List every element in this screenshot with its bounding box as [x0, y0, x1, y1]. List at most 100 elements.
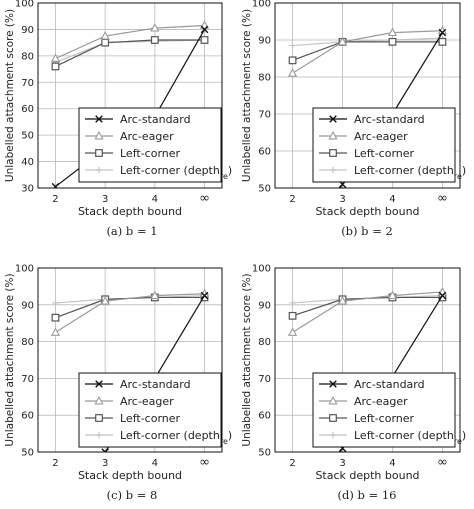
data-point	[200, 291, 209, 300]
data-point	[289, 259, 296, 266]
legend-marker	[328, 395, 338, 405]
data-point	[438, 28, 447, 37]
data-point	[101, 38, 110, 47]
series-line	[292, 37, 443, 47]
y-tick-label: 90	[21, 300, 34, 311]
legend-marker	[95, 414, 103, 422]
subfigure-caption: (d) b = 16	[338, 488, 397, 502]
data-point	[388, 37, 397, 46]
plot-frame	[274, 2, 461, 189]
data-point	[287, 68, 298, 77]
legend: Arc-standard Arc-eager Left-corner Left-cor…	[312, 372, 466, 448]
data-point	[50, 53, 61, 62]
y-tick-label: 70	[258, 374, 271, 385]
x-tick-label: 2	[289, 458, 295, 469]
data-point	[150, 290, 160, 300]
y-tick-label: 40	[21, 157, 34, 168]
y-tick-label: 100	[15, 264, 34, 275]
x-tick-label: 3	[339, 194, 345, 205]
y-tick-label: 60	[258, 147, 271, 158]
legend-label: Arc-standard	[354, 113, 425, 126]
x-axis-label: Stack depth bound	[315, 469, 419, 482]
series-line	[292, 296, 443, 317]
legend-marker	[94, 130, 104, 140]
y-tick-label: 80	[258, 73, 271, 84]
x-tick-label: 3	[102, 194, 108, 205]
plot-frame	[37, 2, 223, 189]
x-tick-label: 4	[152, 458, 158, 469]
legend-marker	[328, 130, 338, 140]
y-tick-label: 70	[258, 110, 271, 121]
y-tick-label: 80	[21, 337, 34, 348]
series-line	[55, 296, 205, 319]
series-line	[55, 295, 205, 304]
legend-marker	[329, 380, 337, 388]
data-point	[100, 30, 110, 40]
legend-marker	[329, 149, 337, 157]
y-tick-label: 50	[21, 131, 34, 142]
x-tick-label: 4	[152, 194, 158, 205]
data-point	[337, 36, 348, 46]
legend-box	[78, 372, 222, 448]
x-tick-label: ∞	[199, 455, 210, 470]
data-point	[387, 290, 398, 300]
y-tick-label: 30	[21, 184, 34, 195]
chart-panel: 50 60 70 80 90 100 2 3 4 ∞ Stack depth bound Unlabe…	[241, 264, 466, 503]
legend-label: Left-corner (depthre)	[120, 164, 232, 181]
legend-label: Left-corner (depthre)	[354, 164, 466, 181]
x-tick-label: 2	[52, 194, 58, 205]
y-tick-label: 90	[258, 36, 271, 47]
legend-marker	[329, 115, 337, 123]
legend-marker	[95, 380, 103, 388]
x-tick-label: 3	[339, 458, 345, 469]
data-point	[51, 62, 60, 71]
data-point	[438, 291, 447, 300]
y-tick-label: 70	[21, 78, 34, 89]
y-axis-label: Unlabelled attachment score (%)	[4, 273, 16, 446]
data-point	[52, 299, 59, 307]
y-tick-label: 100	[252, 264, 271, 275]
series-line	[55, 293, 205, 333]
legend-label: Arc-eager	[120, 395, 174, 408]
y-tick-label: 50	[258, 184, 271, 195]
x-tick-label: 4	[389, 458, 395, 469]
data-point	[200, 25, 209, 34]
legend-label: Arc-eager	[354, 130, 408, 143]
series-line	[55, 39, 205, 67]
x-tick-label: 2	[289, 194, 295, 205]
y-axis-label: Unlabelled attachment score (%)	[4, 9, 16, 182]
y-tick-label: 90	[258, 300, 271, 311]
data-point	[288, 56, 297, 65]
legend-label: Left-corner	[120, 147, 181, 160]
legend-marker	[95, 149, 103, 157]
data-point	[150, 23, 160, 32]
y-tick-label: 90	[21, 25, 34, 36]
legend-marker	[94, 395, 104, 405]
data-point	[288, 311, 297, 320]
x-tick-label: 4	[389, 194, 395, 205]
legend: Arc-standard Arc-eager Left-corner Left-cor…	[312, 107, 466, 183]
x-tick-label: ∞	[437, 455, 448, 470]
data-point	[150, 36, 159, 44]
y-tick-label: 80	[21, 51, 34, 62]
legend: Arc-standard Arc-eager Left-corner Left-cor…	[78, 372, 232, 448]
data-point	[51, 182, 60, 188]
series-line	[292, 30, 443, 74]
legend-label: Left-corner (depthre)	[120, 429, 232, 446]
y-tick-label: 50	[21, 448, 34, 459]
legend: Arc-standard Arc-eager Left-corner Left-cor…	[78, 107, 232, 183]
series-line	[292, 291, 443, 333]
series-line	[292, 41, 443, 61]
data-point	[289, 299, 296, 307]
legend-marker	[95, 166, 103, 174]
y-axis-label: Unlabelled attachment score (%)	[241, 9, 253, 182]
plot-frame	[274, 267, 461, 453]
chart-panel: 30 40 50 60 70 80 90 100 2 3 4 ∞ Stack depth bound Un…	[4, 0, 232, 238]
series-line	[55, 24, 205, 60]
legend-label: Arc-eager	[354, 395, 408, 408]
y-tick-label: 70	[21, 374, 34, 385]
y-tick-label: 60	[21, 104, 34, 115]
y-tick-label: 100	[252, 0, 271, 10]
y-axis-label: Unlabelled attachment score (%)	[241, 273, 253, 446]
